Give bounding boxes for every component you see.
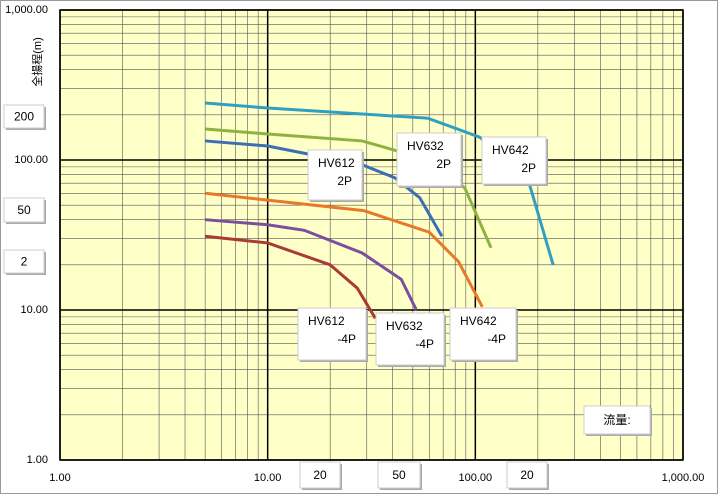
extra-label: 200 xyxy=(14,110,34,124)
x-tick-label: 1.00 xyxy=(49,472,70,484)
series-line xyxy=(204,191,484,308)
series-line xyxy=(205,218,418,311)
x-tick-label: 100.00 xyxy=(459,472,493,484)
plot-border xyxy=(59,9,684,461)
box xyxy=(307,149,363,201)
series-line xyxy=(205,139,444,238)
box xyxy=(375,312,445,366)
y-tick-label: 100.00 xyxy=(14,154,48,166)
box xyxy=(299,461,341,489)
label-box: HV642 -4P xyxy=(449,307,518,362)
annotation-line: -4P xyxy=(487,332,506,346)
extra-label: 20 xyxy=(520,468,534,482)
label-box: HV612 2P xyxy=(307,149,364,202)
label-box: HV642 2P xyxy=(481,136,548,186)
box xyxy=(3,197,45,223)
series-line xyxy=(205,127,493,249)
annotation-line: -4P xyxy=(415,337,434,351)
extra-label: 50 xyxy=(17,203,31,217)
extra-label: 50 xyxy=(392,468,406,482)
annotation-line: HV632 xyxy=(407,139,444,153)
plot-background xyxy=(60,10,683,460)
y-axis-label: 全揚程(m) xyxy=(30,37,44,87)
series-line xyxy=(204,234,377,320)
annotation-line: 2P xyxy=(521,161,536,175)
annotation-line: HV642 xyxy=(460,314,497,328)
label-box: 200 xyxy=(3,104,46,130)
y-tick-label: 10.00 xyxy=(20,304,48,316)
box xyxy=(396,132,462,187)
box xyxy=(583,405,651,435)
x-axis-label: 流量: xyxy=(603,413,630,427)
x-tick-label: 10.00 xyxy=(254,472,282,484)
label-box: 2 xyxy=(3,249,46,275)
box xyxy=(449,307,517,361)
box xyxy=(481,136,547,185)
annotation-line: 2P xyxy=(436,157,451,171)
y-tick-label: 1.00 xyxy=(27,454,48,466)
box xyxy=(3,104,45,129)
annotation-line: 2P xyxy=(337,174,352,188)
series-line xyxy=(205,101,555,266)
box xyxy=(297,307,367,361)
label-box: HV632 2P xyxy=(396,132,463,188)
label-box: 20 xyxy=(506,461,549,490)
label-box: 流量: xyxy=(583,405,652,436)
label-box: 20 xyxy=(299,461,342,490)
extra-label: 20 xyxy=(313,468,327,482)
x-tick-label: 1,000.00 xyxy=(662,472,705,484)
label-box: HV632 -4P xyxy=(375,312,446,367)
annotation-line: HV612 xyxy=(308,314,345,328)
annotation-line: -4P xyxy=(337,332,356,346)
label-box: HV612 -4P xyxy=(297,307,368,362)
box xyxy=(3,249,45,274)
annotation-line: HV632 xyxy=(386,319,423,333)
y-tick-label: 1,000.00 xyxy=(5,4,48,16)
extra-label: 2 xyxy=(21,255,28,269)
annotation-line: HV642 xyxy=(492,143,529,157)
annotation-line: HV612 xyxy=(318,156,355,170)
label-box: 50 xyxy=(3,197,46,224)
box xyxy=(377,461,421,489)
box xyxy=(506,461,548,489)
label-box: 50 xyxy=(377,461,422,490)
